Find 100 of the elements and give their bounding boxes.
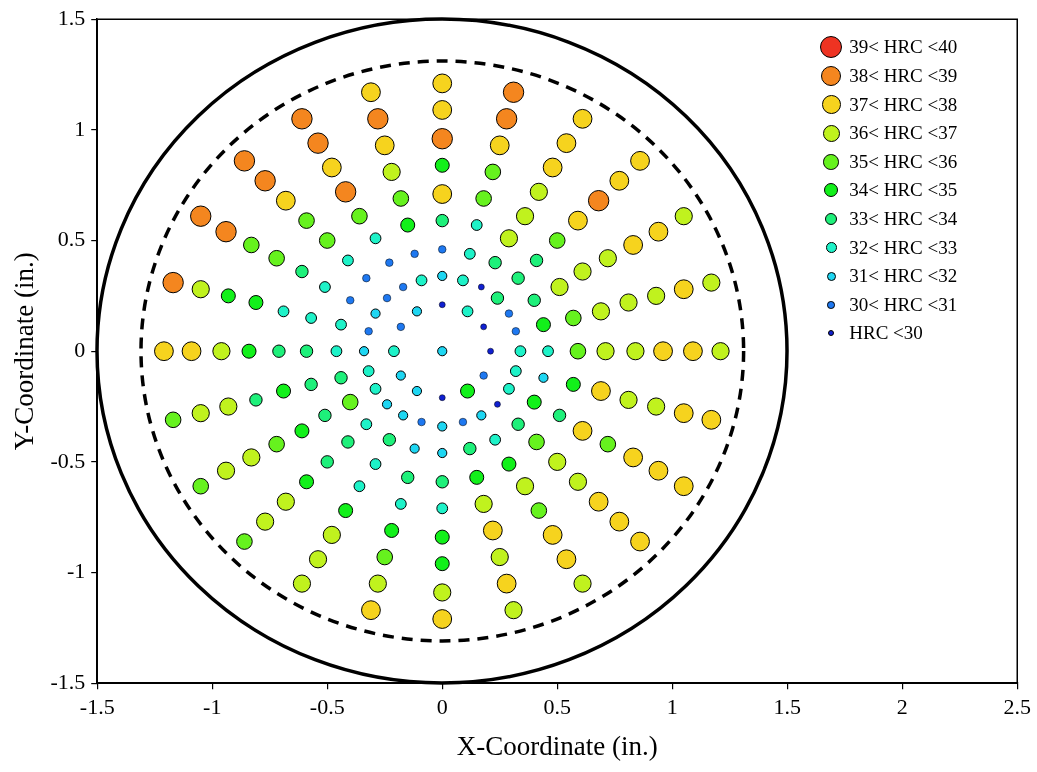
point [369,458,382,470]
point [596,342,615,361]
point [515,477,535,496]
point [242,448,261,467]
point [254,170,276,192]
point [488,255,502,270]
point [382,162,401,182]
point [362,365,375,378]
x-axis-title: X-Coordinate (in.) [456,730,658,761]
point [630,150,650,171]
legend-label: HRC <30 [849,322,923,345]
point [268,249,285,267]
legend-label: 31< HRC <32 [849,265,958,288]
y-tick-label: 0 [74,336,86,362]
point [291,108,313,130]
point [399,282,408,292]
x-tick-label: 0 [436,694,448,720]
point [295,264,309,279]
point [469,469,485,485]
point [275,190,296,211]
point [376,548,394,566]
point [457,274,469,287]
point [248,295,264,311]
point [598,249,617,268]
point [550,277,569,297]
point [552,408,567,423]
point [548,452,567,471]
point [569,342,587,360]
legend-label: 30< HRC <31 [849,293,958,316]
point [256,512,275,531]
point [573,262,592,281]
point [432,184,453,204]
point [479,371,488,380]
point [702,273,721,292]
point [548,232,566,249]
point [409,443,420,454]
legend-label: 32< HRC <33 [849,236,958,259]
point [458,417,467,427]
point [388,345,400,358]
point [504,309,513,318]
point [526,394,542,410]
point [358,346,370,357]
point [529,253,544,268]
legend-label: 33< HRC <34 [849,208,958,231]
point [591,302,611,321]
point [474,494,493,514]
point [503,382,515,395]
point [542,345,554,358]
point [321,157,342,178]
point [330,345,343,358]
point [212,342,231,361]
point [338,503,354,519]
point [322,525,341,545]
point [487,347,494,355]
point [335,318,347,331]
point [648,460,669,481]
point [527,293,541,307]
point [299,344,314,358]
point [432,73,453,94]
point [434,556,450,572]
point [215,220,237,243]
point [410,249,419,258]
point [220,288,236,304]
point [382,294,392,303]
legend-label: 38< HRC <39 [849,65,958,88]
point [496,573,517,594]
point [341,393,359,411]
point [535,317,551,333]
point [588,491,609,512]
point [438,394,446,401]
point [369,382,382,395]
point [673,403,694,424]
point [292,574,312,593]
legend-label: 39< HRC <40 [849,36,958,59]
point [299,474,315,490]
point [489,433,502,446]
point [216,461,236,480]
point [568,472,588,491]
x-tick-label: 2 [896,694,908,720]
point [484,163,502,181]
y-axis-title: Y-Coordinate (in.) [9,252,40,451]
point [674,207,693,226]
point [529,182,548,201]
point [190,205,212,227]
point [609,170,630,191]
point [499,229,519,248]
x-tick-label: 2.5 [1003,694,1031,720]
point [647,286,666,305]
point [432,609,453,629]
point [361,82,381,103]
point [511,327,520,336]
point [236,533,253,550]
point [431,128,453,150]
x-tick-label: 1 [666,694,678,720]
point [461,305,474,318]
point [392,190,410,207]
point [475,190,492,207]
point [530,502,548,519]
point [432,100,453,120]
x-tick-label: 1.5 [773,694,801,720]
